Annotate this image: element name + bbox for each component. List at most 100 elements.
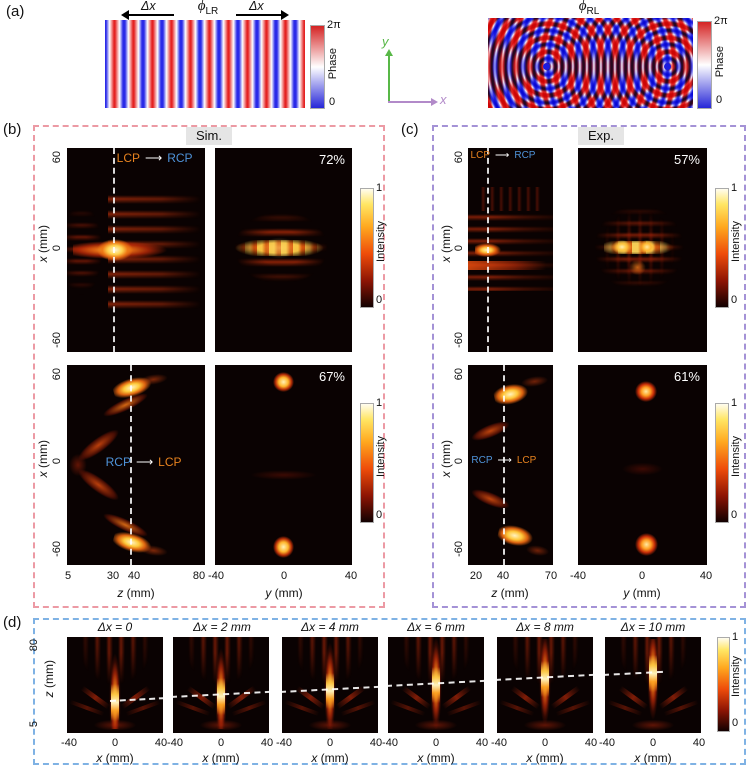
heatmap-sim-xz-rcp-lcp: RCP ⟶ LCP [67, 365, 205, 565]
heatmap-sim-y-rcp-lcp: 67% [215, 365, 352, 565]
intensity-colorbar-max: 1 [376, 397, 383, 409]
tick-label: 40 [127, 570, 141, 582]
intensity-blob [446, 699, 482, 717]
tick-label: 0 [51, 458, 63, 465]
x-axis-title: x (mm) [202, 751, 240, 765]
phi-symbol: ϕ [197, 0, 206, 14]
tick-label: 30 [106, 570, 120, 582]
intensity-blob [555, 699, 591, 717]
intensity-blob [537, 638, 553, 730]
guide-dashed-line [388, 679, 484, 687]
intensity-blob [519, 370, 553, 392]
exp-panel-box [432, 125, 746, 608]
intensity-blob [658, 685, 688, 709]
tick-label: 0 [432, 737, 440, 749]
tick-label: 0 [638, 570, 646, 582]
heatmap-sim-xz-lcp-rcp: LCP ⟶ RCP [67, 148, 205, 352]
intensity-colorbar-max: 1 [731, 397, 738, 409]
x-axis-title: x (mm) [417, 751, 455, 765]
efficiency-badge: 57% [673, 152, 700, 167]
scan-panel-box [33, 618, 746, 765]
tick-label: 0 [217, 737, 225, 749]
intensity-blob [69, 699, 105, 717]
tick-label: 0 [326, 737, 334, 749]
intensity-colorbar [717, 637, 730, 732]
intensity-blob [474, 242, 504, 258]
tick-label: 60 [51, 151, 63, 164]
intensity-blob [88, 374, 161, 436]
tick-label: -60 [453, 541, 465, 557]
intensity-blob [634, 533, 658, 556]
phase-colorbar-max: 2π [327, 19, 341, 31]
intensity-blob [120, 685, 150, 709]
tick-label: 5 [28, 721, 40, 728]
conversion-label: RCP ⟶ LCP [106, 455, 182, 469]
intensity-blob [242, 469, 325, 481]
x-axis-title: z (mm) [491, 586, 529, 600]
lcp-label: LCP [516, 455, 537, 466]
intensity-blob [256, 233, 303, 263]
tick-label: 40 [699, 570, 713, 582]
heatmap-exp-xz-rcp-lcp: RCP ⟶ LCP [468, 365, 553, 565]
sim-tag: Sim. [186, 127, 232, 145]
intensity-blob [618, 685, 648, 709]
x-axis-title: x (mm) [96, 751, 134, 765]
intensity-blob [634, 381, 657, 402]
subplot-title: Δx = 2 mm [193, 620, 251, 634]
phase-colorbar [310, 25, 325, 109]
intensity-blob [111, 684, 119, 721]
conversion-arrow-icon: ⟶ [135, 455, 154, 469]
subplot-title: Δx = 0 [97, 620, 133, 634]
phase-colorbar-title: Phase [327, 48, 339, 80]
intensity-blob [284, 699, 320, 717]
y-axis-line [388, 55, 390, 102]
intensity-blob [627, 258, 648, 277]
tick-label: 0 [453, 458, 465, 465]
tick-label: -40 [570, 570, 586, 582]
intensity-colorbar-min: 0 [732, 717, 739, 729]
panel-b-label: (b) [3, 121, 22, 138]
guide-dashed-line [282, 685, 378, 693]
intensity-blob [67, 205, 109, 295]
x-axis-label: x [440, 92, 447, 107]
subplot-title: Δx = 6 mm [407, 620, 465, 634]
intensity-colorbar-max: 1 [731, 182, 738, 194]
tick-label: 40 [496, 570, 510, 582]
phase-singularity-dot [543, 62, 551, 70]
x-axis-title: z (mm) [117, 586, 155, 600]
tick-label: 40 [475, 737, 489, 749]
heatmap-dx-0 [67, 637, 163, 733]
tick-label: -40 [382, 737, 398, 749]
slice-dashed-line [486, 148, 489, 352]
y-axis-arrowhead-icon [385, 49, 393, 56]
slice-dashed-line [502, 365, 505, 565]
tick-label: 40 [584, 737, 598, 749]
intensity-blob [107, 638, 123, 730]
phi-lr-title: ϕLR [186, 0, 230, 17]
rcp-label: RCP [105, 455, 131, 469]
intensity-blob [305, 717, 355, 732]
intensity-colorbar-title: Intensity [730, 221, 742, 262]
y-axis-title: x (mm) [36, 440, 50, 478]
phase-colorbar-min: 0 [716, 94, 723, 106]
conversion-arrow-icon: ⟶ [497, 455, 512, 466]
arrowhead-left-icon [121, 10, 129, 20]
tick-label: 5 [64, 570, 72, 582]
rcp-label: RCP [167, 151, 193, 165]
intensity-colorbar-min: 0 [376, 509, 383, 521]
tick-label: -40 [61, 737, 77, 749]
x-axis-title: x (mm) [311, 751, 349, 765]
intensity-blob [468, 261, 547, 271]
intensity-blob [499, 699, 535, 717]
intensity-blob [628, 717, 678, 732]
intensity-blob [231, 699, 267, 717]
intensity-blob [226, 685, 256, 709]
x-axis-line [388, 101, 432, 103]
intensity-blob [441, 685, 471, 709]
y-axis-label: y [382, 34, 389, 49]
tick-label: 40 [344, 570, 358, 582]
intensity-blob [468, 209, 553, 291]
tick-label: 40 [692, 737, 706, 749]
phi-subscript: RL [586, 6, 600, 17]
intensity-blob [76, 637, 154, 690]
